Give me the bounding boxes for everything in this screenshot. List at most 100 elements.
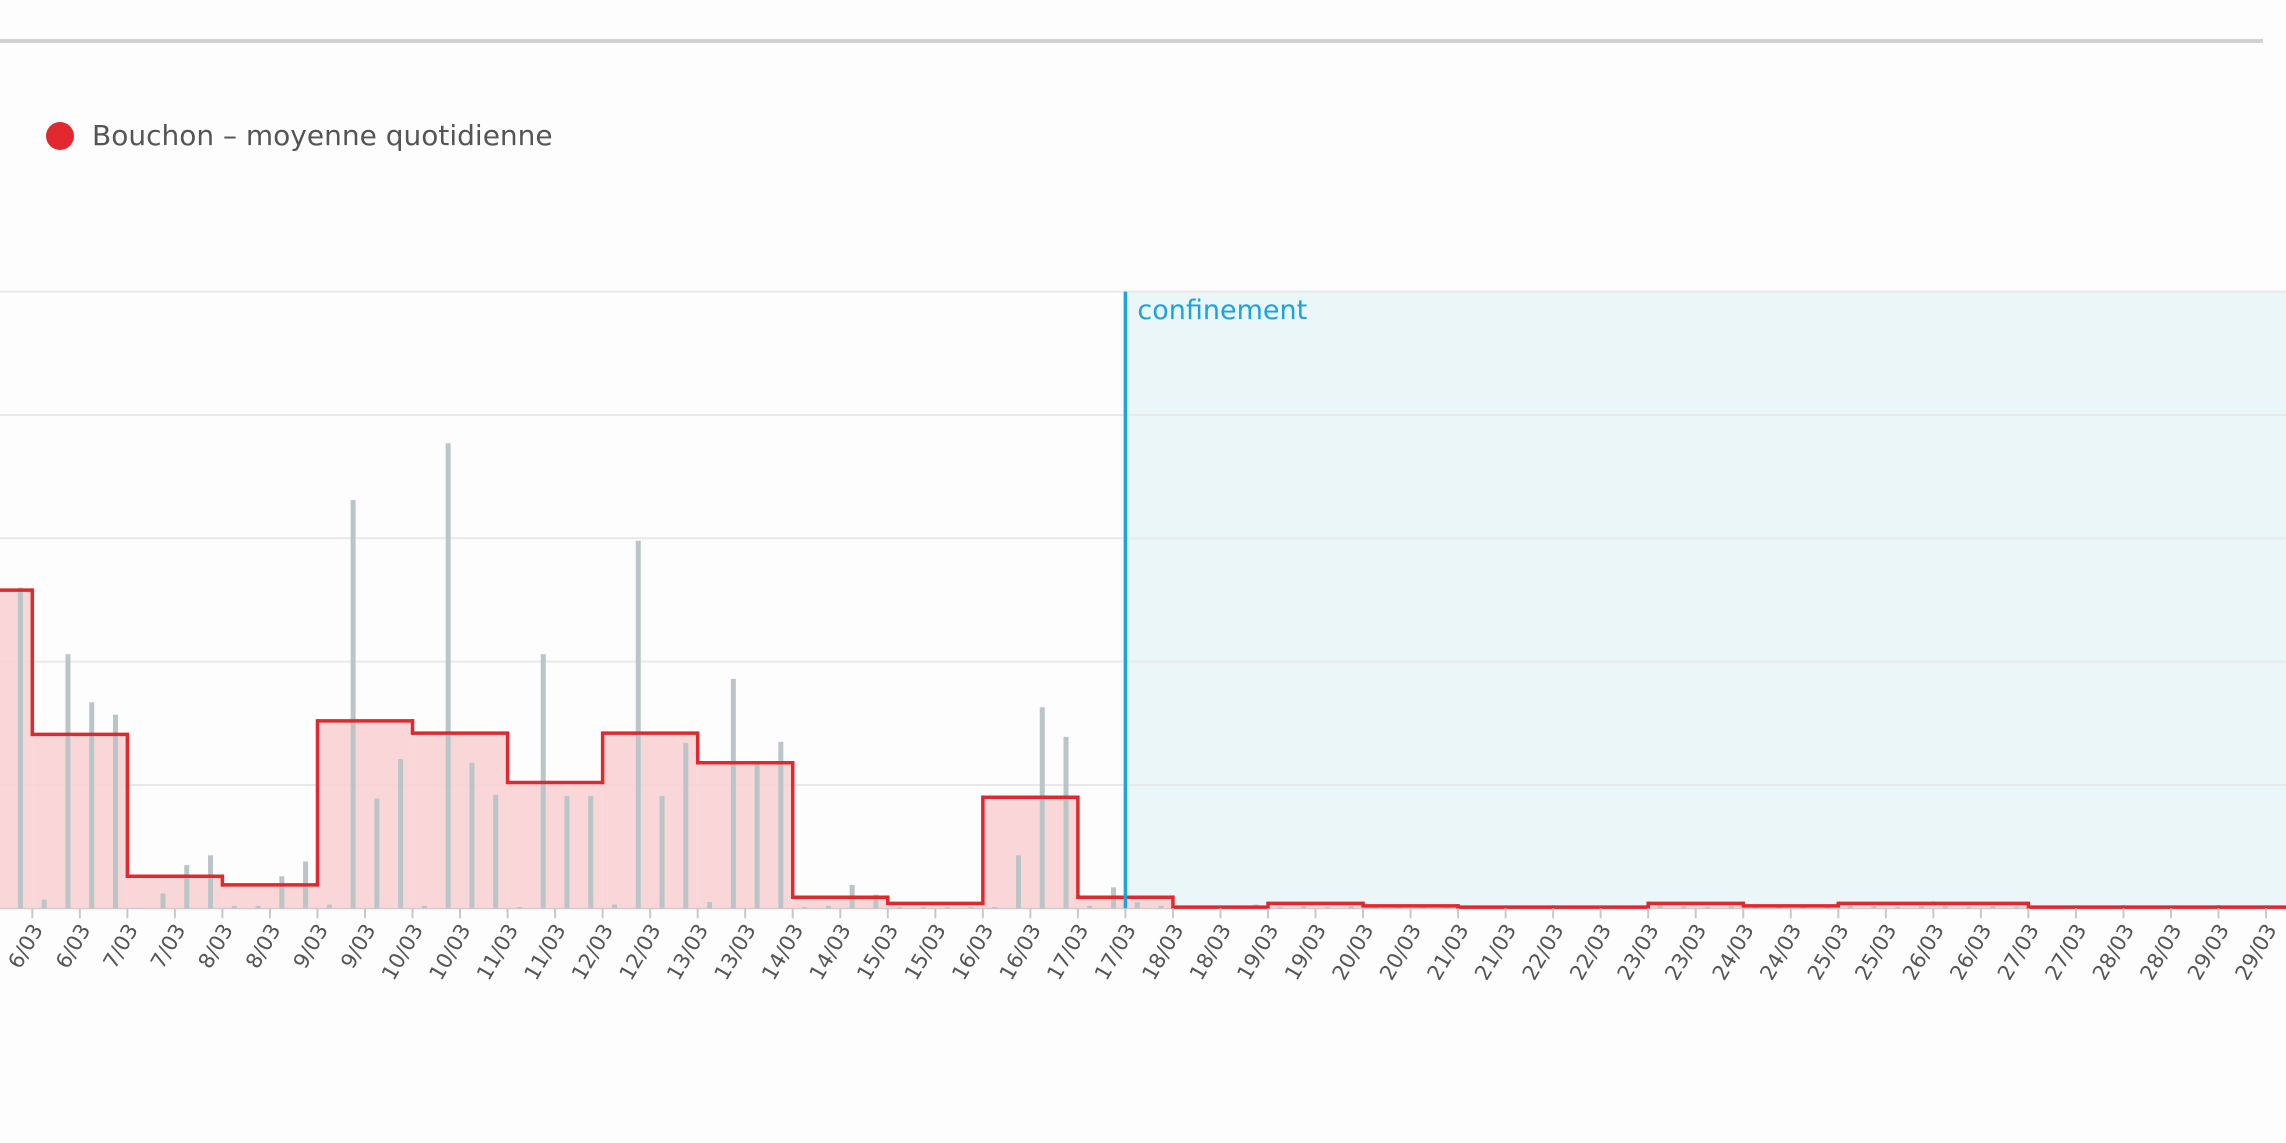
bar: [825, 905, 831, 909]
x-tick-label: 18/03: [1137, 920, 1188, 984]
bar: [612, 904, 618, 909]
x-tick-label: 19/03: [1232, 920, 1283, 984]
bar: [1728, 905, 1734, 909]
bar: [1847, 904, 1853, 909]
bar: [112, 714, 118, 909]
step-area: [412, 733, 508, 909]
x-tick-label: 13/03: [710, 920, 761, 984]
bar: [1015, 855, 1021, 909]
x-tick-label: 17/03: [1090, 920, 1141, 984]
bar: [1705, 907, 1711, 909]
x-tick-label: 7/03: [99, 920, 143, 973]
x-tick-label: 17/03: [1042, 920, 1093, 984]
x-tick-label: 25/03: [1803, 920, 1854, 984]
x-tick-label: 16/03: [947, 920, 998, 984]
bar: [1324, 907, 1330, 909]
bar: [1966, 907, 1972, 909]
bar: [160, 893, 166, 909]
bar: [2014, 907, 2020, 909]
bar: [1348, 905, 1354, 909]
step-area: [1648, 903, 1744, 909]
bar: [564, 796, 570, 909]
x-tick-label: 16/03: [995, 920, 1046, 984]
bar: [136, 908, 142, 909]
x-tick-label: 26/03: [1945, 920, 1996, 984]
bar: [1443, 907, 1449, 909]
bar: [65, 654, 71, 909]
x-tick-label: 14/03: [757, 920, 808, 984]
bar: [1301, 905, 1307, 909]
bar: [1895, 907, 1901, 909]
bar: [1681, 905, 1687, 909]
x-tick-label: 8/03: [194, 920, 238, 973]
step-area: [507, 782, 603, 909]
bar: [588, 796, 594, 909]
x-tick-label: 28/03: [2135, 920, 2186, 984]
bar: [635, 540, 641, 909]
bar: [398, 759, 404, 909]
x-tick-label: 7/03: [146, 920, 190, 973]
x-tick-label: 9/03: [336, 920, 380, 973]
bar: [1087, 905, 1093, 909]
x-tick-label: 27/03: [1993, 920, 2044, 984]
x-tick-label: 24/03: [1708, 920, 1759, 984]
bar: [208, 855, 214, 909]
x-tick-label: 6/03: [51, 920, 95, 973]
bar: [1776, 907, 1782, 909]
step-area: [0, 590, 33, 909]
bar: [17, 587, 23, 909]
plot-area: [0, 290, 2286, 910]
x-tick-label: 27/03: [2040, 920, 2091, 984]
bar: [1277, 907, 1283, 909]
step-area: [127, 876, 223, 909]
x-tick-label: 28/03: [2088, 920, 2139, 984]
bar: [1871, 905, 1877, 909]
bar: [279, 876, 285, 909]
bar: [730, 678, 736, 909]
step-area: [602, 733, 698, 909]
bar: [707, 902, 713, 909]
x-tick-label: 15/03: [900, 920, 951, 984]
legend-swatch: [46, 122, 74, 150]
bar: [184, 865, 190, 909]
bar: [992, 907, 998, 909]
x-tick-label: 24/03: [1755, 920, 1806, 984]
bar: [873, 894, 879, 909]
step-area: [1838, 903, 1934, 909]
x-tick-label: 18/03: [1185, 920, 1236, 984]
bar: [493, 794, 499, 909]
bar: [897, 907, 903, 909]
x-tick-label: 21/03: [1470, 920, 1521, 984]
x-tick-label: 9/03: [289, 920, 333, 973]
bar: [1158, 905, 1164, 909]
bar: [255, 905, 261, 909]
bar: [1823, 907, 1829, 909]
bar: [350, 500, 356, 909]
x-tick-label: 13/03: [662, 920, 713, 984]
x-tick-label: 12/03: [615, 920, 666, 984]
bar: [968, 907, 974, 909]
bar: [1039, 707, 1045, 909]
x-tick-label: 8/03: [241, 920, 285, 973]
step-area: [1933, 903, 2029, 909]
x-tick-label: 11/03: [520, 920, 571, 984]
bar: [326, 904, 332, 909]
x-tick-label: 23/03: [1613, 920, 1664, 984]
x-tick-label: 22/03: [1565, 920, 1616, 984]
x-tick-label: 19/03: [1280, 920, 1331, 984]
bar: [920, 907, 926, 909]
x-tick-label: 29/03: [2231, 920, 2282, 984]
x-tick-label: 11/03: [472, 920, 523, 984]
x-tick-label: 14/03: [805, 920, 856, 984]
x-tick-label: 26/03: [1898, 920, 1949, 984]
x-tick-label: 20/03: [1328, 920, 1379, 984]
x-tick-label: 6/03: [3, 920, 47, 973]
bar: [1942, 904, 1948, 909]
step-area: [887, 903, 983, 909]
bar: [469, 762, 475, 909]
bar: [754, 762, 760, 909]
bar: [1063, 736, 1069, 909]
bar: [445, 443, 451, 909]
step-area: [1267, 903, 1364, 909]
